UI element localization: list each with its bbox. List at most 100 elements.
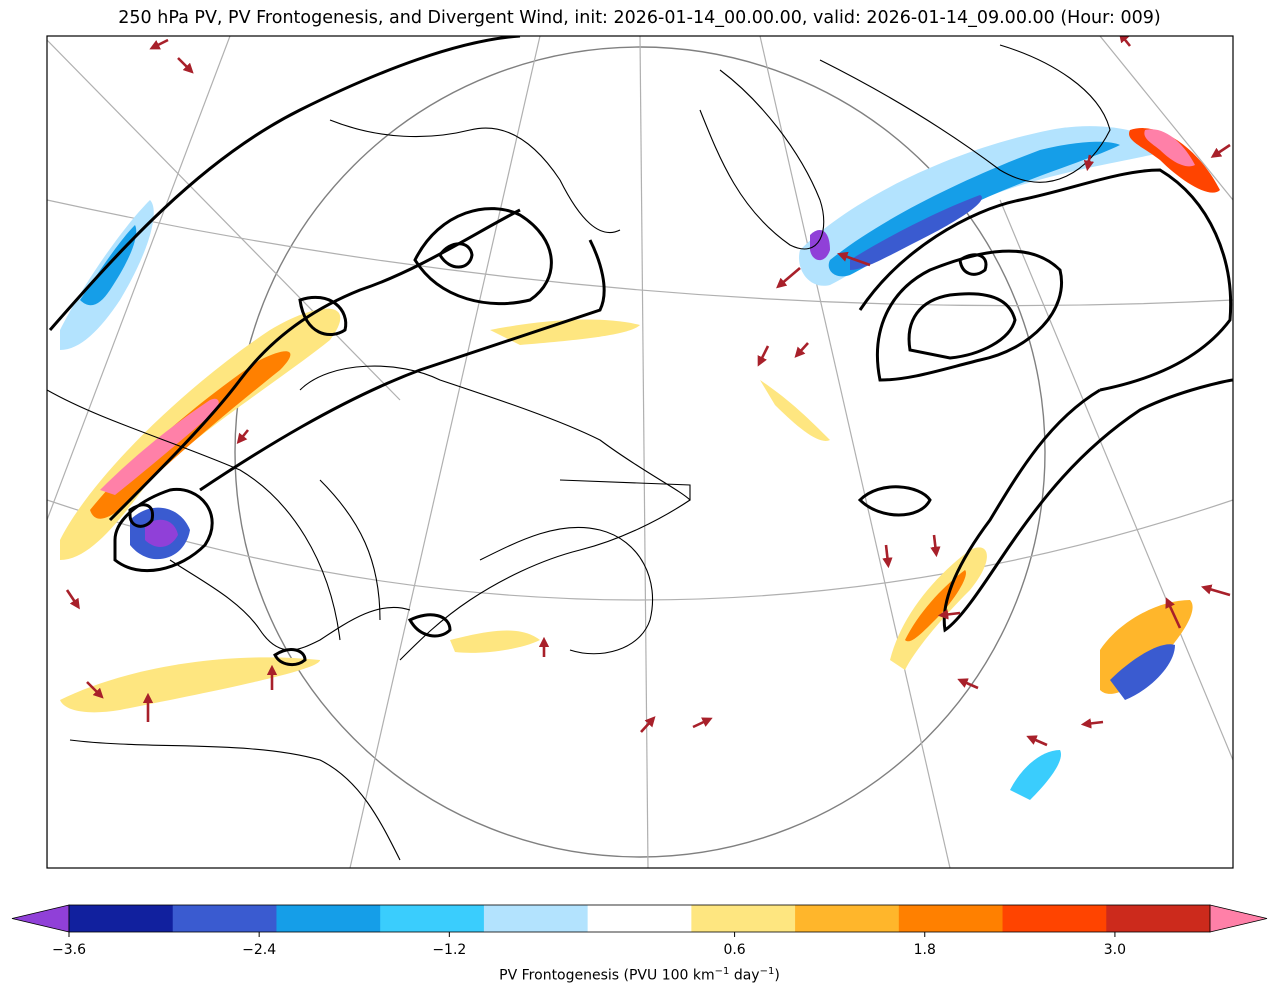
colorbar-under-extension — [11, 904, 70, 933]
colorbar-segment — [1002, 905, 1107, 932]
colorbar-tick-label: 3.0 — [1103, 942, 1127, 958]
meridian-far-west — [47, 36, 231, 521]
fill-negative-se — [1110, 644, 1175, 700]
colorbar-segment — [795, 905, 900, 932]
wind-arrow — [640, 716, 656, 733]
wind-arrow — [930, 534, 941, 558]
pv-contours — [48, 36, 1233, 667]
colorbar-tick-label: −2.4 — [242, 942, 277, 958]
colorbar-segment — [587, 905, 692, 932]
coastline-hudson — [299, 365, 691, 661]
coastline-greenland-e — [819, 44, 1111, 183]
meridian-west — [349, 36, 541, 868]
colorbar-segment — [172, 905, 277, 932]
pv-contour-north — [48, 36, 521, 331]
fill-negative-greenland-core — [810, 230, 830, 261]
colorbar-tick-label: −1.2 — [432, 942, 467, 958]
latitude-line-2 — [47, 499, 1233, 601]
wind-arrow — [794, 342, 809, 358]
frontogenesis-fill — [60, 126, 1220, 800]
map-title: 250 hPa PV, PV Frontogenesis, and Diverg… — [118, 8, 1161, 28]
wind-arrow — [1201, 584, 1231, 597]
fill-extreme-west-band — [100, 398, 219, 495]
pv-contour-hudson-core — [438, 242, 474, 269]
province-boundary-ontario — [319, 479, 381, 621]
wind-arrow — [1118, 36, 1132, 47]
polar-circle — [234, 46, 1046, 858]
coastline-labrador — [479, 526, 654, 655]
pv-contour-lakes-low — [113, 487, 214, 573]
colorbar-tick-label: 1.8 — [913, 942, 936, 958]
colorbar-tick-label: −3.6 — [52, 942, 86, 958]
wind-arrow — [837, 251, 871, 267]
pv-contour-hudson-low — [413, 207, 553, 306]
colorbar-label: PV Frontogenesis (PVU 100 km−1 day−1) — [499, 966, 780, 984]
state-boundary-us — [69, 739, 401, 861]
pv-contour-greenland-low — [875, 249, 1063, 382]
meridian-ne — [1099, 36, 1233, 201]
colorbar-tick-label: 0.6 — [723, 942, 746, 958]
meridian-se — [999, 199, 1233, 761]
fill-negative-far-se — [1010, 750, 1061, 800]
wind-arrow — [1083, 154, 1095, 172]
pv-contour-greenland-ridge — [858, 168, 1233, 392]
fill-extreme-ne — [1144, 129, 1195, 167]
pv-contour-greenland-inner — [907, 292, 1017, 360]
colorbar-segment — [691, 905, 796, 932]
colorbar-segment — [1106, 905, 1211, 932]
fill-negative-greenland-inner — [850, 195, 982, 270]
pv-contour-lakes-small — [273, 648, 307, 667]
wind-arrow — [957, 678, 979, 690]
fill-positive-maritimes — [450, 630, 540, 653]
fill-strong-atlantic — [905, 570, 966, 642]
wind-arrow — [86, 681, 104, 699]
wind-arrow — [65, 589, 80, 610]
colorbar-segment — [69, 905, 174, 932]
fill-negative-lakes-core — [145, 519, 178, 547]
colorbar-segment — [276, 905, 381, 932]
pv-contour-lakes-core — [128, 503, 155, 528]
pv-contour-atlantic-small — [857, 485, 932, 517]
wind-arrow — [149, 38, 169, 50]
wind-arrow — [757, 345, 770, 367]
wind-arrow — [776, 267, 801, 289]
map-frame — [46, 35, 1234, 869]
wind-arrow — [177, 57, 194, 74]
coastline-greenland-sw — [699, 69, 825, 250]
wind-arrow — [692, 717, 713, 729]
pv-contour-hudson-south — [199, 239, 606, 492]
meridian-center — [639, 36, 649, 868]
wind-arrow — [1165, 597, 1182, 629]
colorbar — [11, 904, 1268, 937]
pv-contour-small-west — [298, 295, 348, 336]
fill-positive-south — [60, 657, 320, 713]
wind-arrow — [1210, 143, 1231, 158]
fill-strong-west-band — [90, 351, 291, 519]
wind-arrow — [882, 544, 893, 569]
colorbar-segment — [380, 905, 485, 932]
province-boundary-quebec-labrador — [559, 479, 691, 500]
colorbar-over-extension — [1209, 904, 1268, 933]
colorbar-segment — [898, 905, 1004, 932]
pv-contour-atlantic-trough — [942, 378, 1233, 633]
graticule-lines — [47, 36, 1233, 868]
meridian-east — [759, 36, 951, 868]
province-boundary-west — [47, 389, 341, 641]
wind-arrow — [1026, 735, 1048, 747]
divergent-wind-arrows — [65, 36, 1231, 747]
meridian-nw — [47, 39, 401, 401]
pv-contour-maritimes-small — [407, 613, 452, 638]
wind-arrow — [1080, 718, 1104, 729]
wind-arrow — [236, 429, 250, 445]
colorbar-frame — [68, 904, 1211, 933]
fill-positive-mid — [760, 380, 830, 441]
latitude-line-1 — [47, 199, 1233, 307]
coastline-arctic-islands — [329, 119, 621, 234]
wind-arrow — [937, 609, 961, 620]
pv-contour-greenland-core — [958, 253, 988, 276]
map-area — [47, 36, 1233, 868]
colorbar-segment — [483, 905, 589, 932]
fill-positive-hudson — [490, 319, 640, 345]
coastline-great-lakes — [169, 559, 411, 651]
pv-contour-west-trough — [108, 208, 521, 522]
